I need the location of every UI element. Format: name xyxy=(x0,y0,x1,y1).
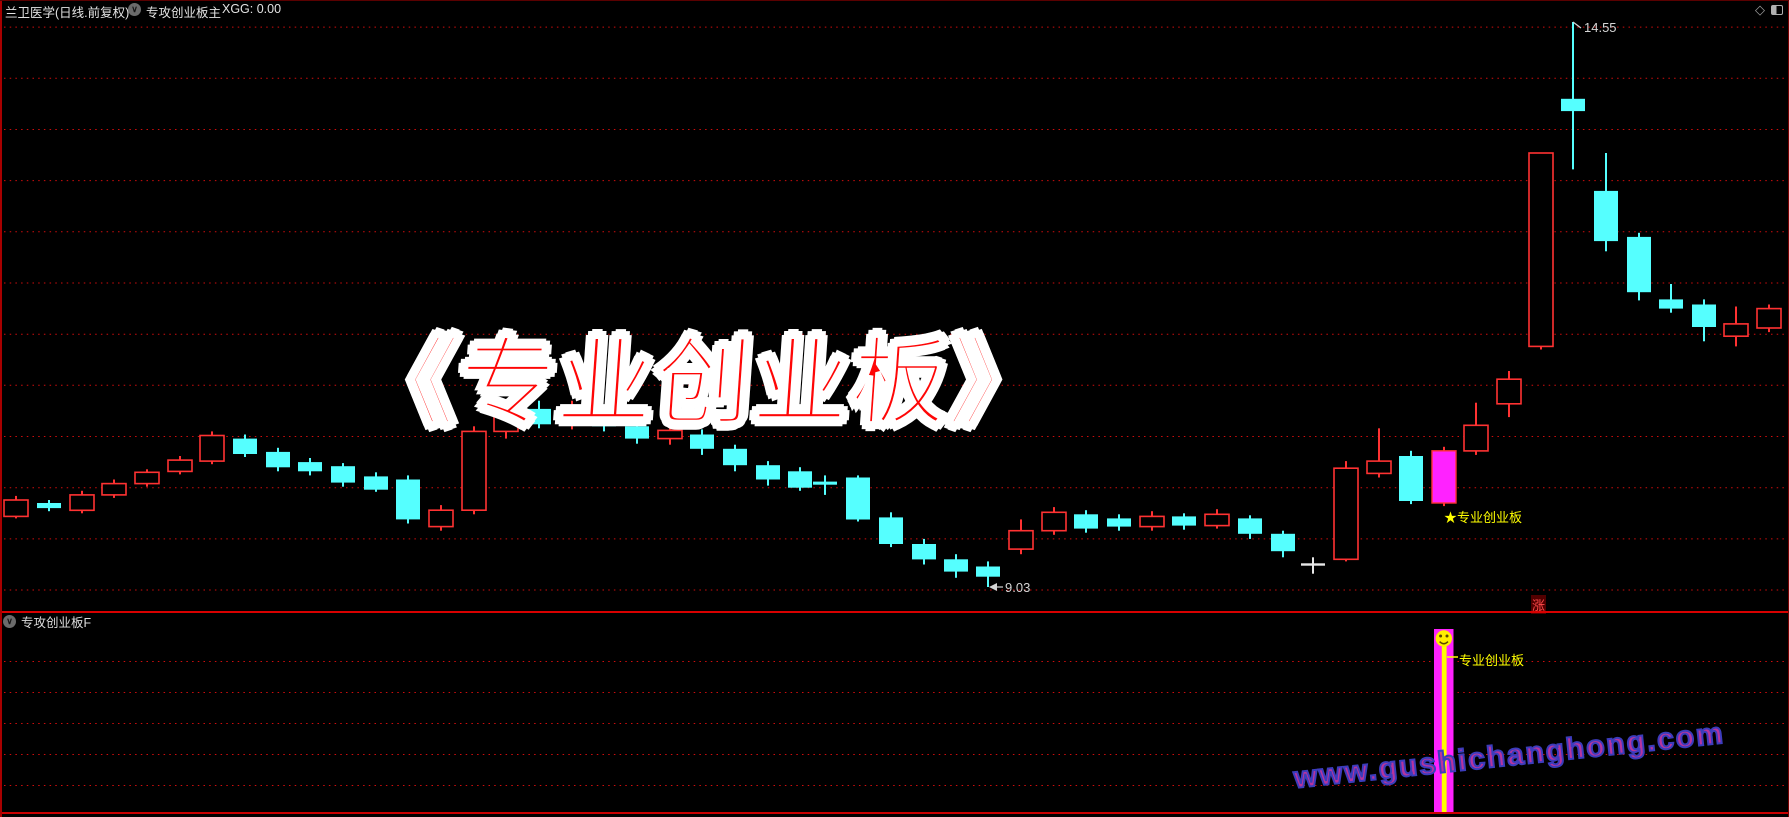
signal-bar-core xyxy=(1441,646,1447,813)
star-signal-label: ★专业创业板 xyxy=(1444,510,1523,525)
candle xyxy=(233,434,257,457)
sub-chart-canvas[interactable] xyxy=(0,613,1789,813)
candle xyxy=(101,479,127,498)
candle xyxy=(364,472,388,492)
high-price-marker: 14.55 xyxy=(1572,20,1617,35)
candle xyxy=(944,554,968,578)
candle xyxy=(298,458,322,476)
candle xyxy=(1723,306,1749,347)
candle xyxy=(846,475,870,522)
candle xyxy=(1333,461,1359,562)
title-bar: 兰卫医学(日线.前复权) ∨ 专攻创业板主 XGG: 0.00 ◇ xyxy=(0,1,1789,20)
smiley-icon xyxy=(1435,630,1453,647)
sub-indicator-name[interactable]: 专攻创业板F xyxy=(21,616,92,630)
candle xyxy=(723,444,747,472)
overlay-title: 《专业创业板》 xyxy=(357,329,1052,438)
low-price-marker: 9.03 xyxy=(989,580,1030,595)
candle xyxy=(69,490,95,514)
candle xyxy=(813,475,837,495)
candle xyxy=(879,512,903,548)
candle xyxy=(1074,510,1098,533)
candle xyxy=(1659,284,1683,313)
candle xyxy=(690,429,714,455)
restore-window-icon[interactable] xyxy=(1771,4,1783,15)
main-chart-canvas[interactable]: 14.55 9.03 xyxy=(0,1,1789,612)
candle xyxy=(1692,299,1716,342)
candle xyxy=(1301,557,1325,574)
candle xyxy=(1008,519,1034,555)
candle xyxy=(493,405,519,439)
candle xyxy=(1627,232,1651,301)
candle xyxy=(559,400,585,430)
candle xyxy=(1561,22,1585,170)
candle xyxy=(1594,153,1618,252)
candle xyxy=(1204,509,1230,529)
candle xyxy=(134,469,160,487)
panel-separator[interactable] xyxy=(0,611,1789,613)
candle xyxy=(167,456,193,475)
rise-badge: 涨 xyxy=(1531,595,1547,614)
chevron-down-icon[interactable]: ∨ xyxy=(3,615,16,628)
chevron-down-icon[interactable]: ∨ xyxy=(128,3,141,16)
candle xyxy=(1271,530,1295,558)
diamond-icon[interactable]: ◇ xyxy=(1755,2,1765,17)
candle xyxy=(3,495,29,519)
main-indicator-name[interactable]: 专攻创业板主 xyxy=(146,6,222,20)
candle xyxy=(396,475,420,524)
candle xyxy=(976,561,1000,587)
bottom-frame-line xyxy=(0,812,1789,814)
candle xyxy=(1366,428,1392,478)
candle xyxy=(1107,514,1131,531)
candle xyxy=(199,431,225,465)
candle xyxy=(1041,507,1067,535)
candle xyxy=(1172,513,1196,530)
svg-text:14.55: 14.55 xyxy=(1584,20,1617,35)
candle xyxy=(428,505,454,531)
candle xyxy=(37,500,61,512)
stock-title: 兰卫医学(日线.前复权) xyxy=(5,6,130,20)
svg-text:9.03: 9.03 xyxy=(1005,580,1030,595)
candle xyxy=(1431,446,1457,507)
candle xyxy=(1139,511,1165,531)
candle xyxy=(1528,152,1554,350)
candle xyxy=(331,463,355,487)
candle xyxy=(1463,402,1489,455)
left-frame-line xyxy=(0,1,2,817)
sub-signal-label: 专业创业板 xyxy=(1459,653,1525,668)
candle xyxy=(912,538,936,565)
candle xyxy=(461,426,487,515)
sub-indicator-header: ∨ 专攻创业板F xyxy=(3,614,92,630)
candle xyxy=(657,424,683,445)
candle xyxy=(1496,371,1522,418)
candle xyxy=(592,405,616,432)
candle xyxy=(1238,515,1262,539)
candle xyxy=(625,420,649,444)
candle xyxy=(788,467,812,491)
xgg-value: XGG: 0.00 xyxy=(222,2,282,16)
candle xyxy=(1399,450,1423,505)
candle xyxy=(266,447,290,472)
candle xyxy=(756,461,780,486)
candle xyxy=(527,400,551,429)
candle xyxy=(1756,304,1782,333)
